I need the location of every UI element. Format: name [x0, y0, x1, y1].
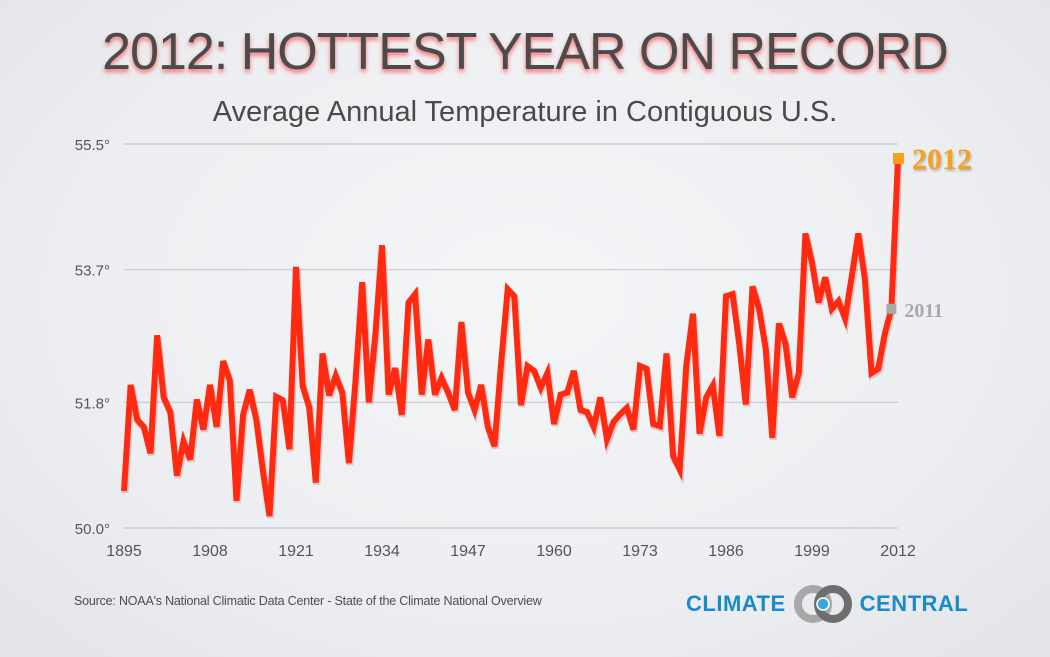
- source-note: Source: NOAA's National Climatic Data Ce…: [74, 594, 542, 608]
- y-tick-label: 55.5°: [75, 137, 110, 154]
- series-line: [121, 157, 901, 517]
- x-tick-label: 1999: [794, 543, 830, 560]
- logo-text-climate: CLIMATE: [686, 591, 786, 616]
- x-tick-label: 1973: [622, 543, 658, 560]
- label-2012: 2012: [912, 143, 972, 176]
- annotations: 2012 2011: [886, 143, 972, 322]
- x-tick-label: 1895: [106, 543, 142, 560]
- x-tick-label: 1908: [192, 543, 228, 560]
- x-tick-label: 1960: [536, 543, 572, 560]
- logo-rings-icon: [793, 585, 852, 623]
- logo-text-central: CENTRAL: [859, 591, 969, 616]
- y-axis-ticks: 50.0° 51.8° 53.7° 55.5°: [75, 137, 110, 538]
- label-2011: 2011: [904, 300, 943, 322]
- series-group: [121, 157, 903, 519]
- x-tick-label: 1921: [278, 543, 314, 560]
- chart-subtitle: Average Annual Temperature in Contiguous…: [212, 96, 838, 128]
- climate-central-logo: CLIMATE CENTRAL: [686, 584, 968, 624]
- x-tick-label: 1986: [708, 543, 744, 560]
- y-tick-label: 50.0°: [75, 521, 110, 538]
- x-tick-label: 2012: [880, 543, 916, 560]
- x-tick-label: 1934: [364, 543, 400, 560]
- x-tick-label: 1947: [450, 543, 486, 560]
- marker-2011: [886, 303, 897, 314]
- marker-2012: [893, 152, 904, 164]
- y-tick-label: 53.7°: [75, 263, 110, 280]
- y-tick-label: 51.8°: [75, 395, 110, 412]
- chart-title: 2012: HOTTEST YEAR ON RECORD: [102, 23, 949, 81]
- x-axis-ticks: 1895 1908 1921 1934 1947 1960 1973 1986 1999 2012: [106, 543, 916, 560]
